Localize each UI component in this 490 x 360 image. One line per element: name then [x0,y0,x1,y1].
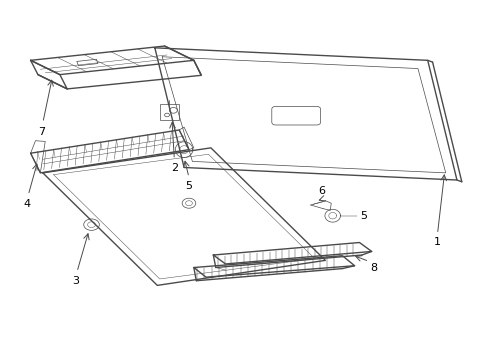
Text: 5: 5 [361,211,368,221]
Text: 3: 3 [73,276,79,286]
Text: 8: 8 [371,263,378,273]
Text: 6: 6 [318,186,325,196]
Text: 5: 5 [186,181,193,191]
Text: 1: 1 [434,237,441,247]
Text: 2: 2 [171,163,178,173]
Text: 7: 7 [38,127,46,137]
Text: 4: 4 [24,199,31,209]
